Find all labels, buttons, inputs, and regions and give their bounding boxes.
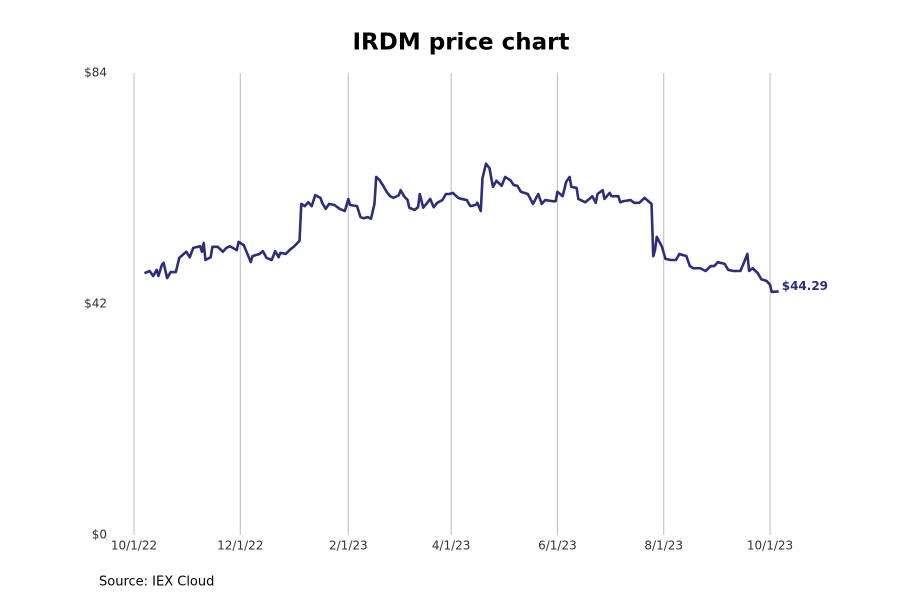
source-note: Source: IEX Cloud [99,575,214,590]
x-tick-label: 2/1/23 [329,539,368,553]
y-tick-label: $84 [84,66,107,80]
price-line [143,162,779,294]
y-tick-label: $0 [92,528,107,542]
x-tick-label: 8/1/23 [644,539,683,553]
x-tick-label: 10/1/23 [747,539,793,553]
y-tick-label: $42 [84,297,107,311]
x-tick-label: 6/1/23 [538,539,577,553]
x-tick-label: 12/1/22 [217,539,263,553]
chart-title: IRDM price chart [352,30,569,56]
value-label: $44.29 [782,279,828,293]
x-tick-label: 4/1/23 [432,539,471,553]
x-tick-label: 10/1/22 [111,539,157,553]
